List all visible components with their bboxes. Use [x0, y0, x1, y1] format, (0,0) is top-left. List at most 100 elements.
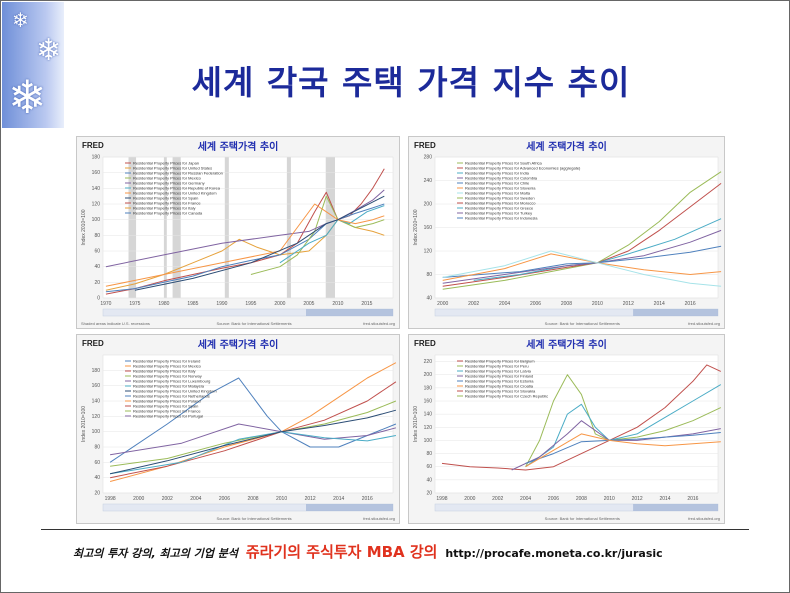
- y-tick-label: 160: [424, 399, 433, 405]
- plot-area: [102, 156, 394, 299]
- y-tick-label: 120: [424, 425, 433, 431]
- series-line: [525, 374, 722, 467]
- source-note: Source: Bank for International Settlemen…: [217, 321, 292, 326]
- x-tick-label: 2006: [548, 496, 559, 502]
- y-axis-label: Index 2010=100: [413, 209, 419, 245]
- legend: Residential Property Prices for Japan Res…: [125, 160, 223, 215]
- y-tick-label: 120: [92, 414, 101, 420]
- chart-title: 세계 주택가격 추이: [526, 140, 607, 153]
- x-tick-label: 2016: [685, 301, 696, 307]
- footer: 최고의 투자 강의, 최고의 기업 분석 쥬라기의 주식투자 MBA 강의 ht…: [73, 541, 773, 562]
- source-note: Source: Bank for International Settlemen…: [217, 516, 292, 521]
- site-note[interactable]: fred.stlouisfed.org: [363, 516, 395, 521]
- series-line: [109, 377, 397, 463]
- snowflake-icon: ❄: [36, 33, 62, 68]
- x-tick-label: 2002: [162, 496, 173, 502]
- legend-entry: Residential Property Prices for United K…: [133, 190, 217, 195]
- source-note: Source: Bank for International Settlemen…: [545, 516, 620, 521]
- y-tick-label: 60: [94, 249, 100, 255]
- series-line: [250, 195, 385, 275]
- chart-panel-1: FRED 세계 주택가격 추이 180 160 140 120 100 80 60 40 20 0 19…: [76, 136, 400, 329]
- x-tick-label: 2014: [654, 301, 665, 307]
- range-selector-handle[interactable]: [306, 309, 393, 316]
- y-tick-label: 200: [424, 372, 433, 378]
- y-tick-label: 80: [426, 451, 432, 457]
- legend-entry: Residential Property Prices for France: [133, 408, 201, 413]
- series-line: [525, 384, 722, 468]
- source-note: Source: Bank for International Settlemen…: [545, 321, 620, 326]
- y-tick-label: 160: [92, 170, 101, 176]
- x-tick-label: 2006: [530, 301, 541, 307]
- series-line: [442, 250, 722, 287]
- y-tick-label: 140: [92, 186, 101, 192]
- x-tick-label: 2012: [623, 301, 634, 307]
- legend-entry: Residential Property Prices for Indonesi…: [465, 215, 538, 220]
- recession-band: [286, 157, 291, 298]
- legend-entry: Residential Property Prices for Poland: [133, 398, 201, 403]
- legend-entry: Residential Property Prices for Italy: [133, 368, 195, 373]
- y-tick-label: 80: [94, 233, 100, 239]
- y-tick-label: 20: [94, 491, 100, 497]
- site-note[interactable]: fred.stlouisfed.org: [688, 516, 720, 521]
- y-tick-label: 140: [92, 399, 101, 405]
- series-line: [105, 203, 385, 293]
- x-tick-label: 2015: [361, 301, 372, 307]
- fred-logo: FRED: [82, 141, 104, 150]
- x-tick-label: 1995: [245, 301, 256, 307]
- chart-svg-1: FRED 세계 주택가격 추이18016014012010080604020019…: [77, 137, 399, 328]
- x-tick-label: 2008: [247, 496, 258, 502]
- legend-entry: Residential Property Prices for Canada: [133, 210, 203, 215]
- x-tick-label: 2002: [492, 496, 503, 502]
- y-tick-label: 80: [426, 272, 432, 278]
- range-selector-handle[interactable]: [633, 309, 718, 316]
- legend: Residential Property Prices for IrelandR…: [125, 358, 217, 418]
- legend-entry: Residential Property Prices for Spain: [133, 403, 198, 408]
- recession-band: [172, 157, 181, 298]
- x-tick-label: 2014: [659, 496, 670, 502]
- x-tick-label: 2014: [333, 496, 344, 502]
- legend-entry: Residential Property Prices for United K…: [133, 388, 217, 393]
- legend-entry: Residential Property Prices for Norway: [133, 373, 202, 378]
- legend-entry: Residential Property Prices for Morocco: [465, 200, 536, 205]
- y-axis-label: Index 2010=100: [81, 406, 87, 442]
- legend-entry: Residential Property Prices for France: [133, 200, 201, 205]
- legend-entry: Residential Property Prices for Russian …: [133, 170, 223, 175]
- site-note[interactable]: fred.stlouisfed.org: [363, 321, 395, 326]
- legend-entry: Residential Property Prices for Luxembou…: [133, 378, 210, 383]
- range-selector-handle[interactable]: [633, 504, 718, 511]
- site-note[interactable]: fred.stlouisfed.org: [688, 321, 720, 326]
- chart-svg-2: FRED 세계 주택가격 추이 280 240 200 160 120 80 40 2000 200…: [409, 137, 724, 328]
- legend-entry: Residential Property Prices for Estonia: [465, 378, 534, 383]
- footer-course-name: 쥬라기의 주식투자 MBA 강의: [245, 543, 438, 561]
- y-tick-label: 40: [94, 264, 100, 270]
- x-tick-label: 2000: [274, 301, 285, 307]
- legend-entry: Residential Property Prices for Latvia: [465, 368, 532, 373]
- y-axis-label: Index 2010=100: [81, 209, 87, 245]
- series-line: [525, 432, 721, 464]
- series-line: [105, 203, 385, 287]
- y-tick-label: 80: [94, 445, 100, 451]
- chart-panel-2: FRED 세계 주택가격 추이 280 240 200 160 120 80 40 2000 200…: [408, 136, 725, 329]
- y-tick-label: 100: [92, 429, 101, 435]
- footer-url[interactable]: http://procafe.moneta.co.kr/jurasic: [445, 547, 663, 560]
- recession-band: [163, 157, 167, 298]
- fred-logo: FRED: [414, 339, 436, 348]
- series-line: [442, 183, 722, 287]
- legend-entry: Residential Property Prices for Slovenia: [465, 185, 536, 190]
- legend-entry: Residential Property Prices for Republic…: [133, 185, 221, 190]
- legend-entry: Residential Property Prices for Mexico: [133, 363, 202, 368]
- range-selector-handle[interactable]: [306, 504, 393, 511]
- legend-entry: Residential Property Prices for Mexico: [133, 175, 202, 180]
- x-tick-label: 2000: [437, 301, 448, 307]
- y-axis-label: Index 2010=100: [413, 406, 419, 442]
- y-tick-label: 180: [424, 385, 433, 391]
- x-tick-label: 2010: [592, 301, 603, 307]
- x-tick-label: 1970: [100, 301, 111, 307]
- chart-title: 세계 주택가격 추이: [526, 338, 607, 351]
- legend-entry: Residential Property Prices for Advanced…: [465, 165, 581, 170]
- footer-divider: [41, 529, 749, 530]
- legend-entry: Residential Property Prices for Japan: [133, 160, 199, 165]
- recession-band: [325, 157, 335, 298]
- x-tick-label: 1985: [187, 301, 198, 307]
